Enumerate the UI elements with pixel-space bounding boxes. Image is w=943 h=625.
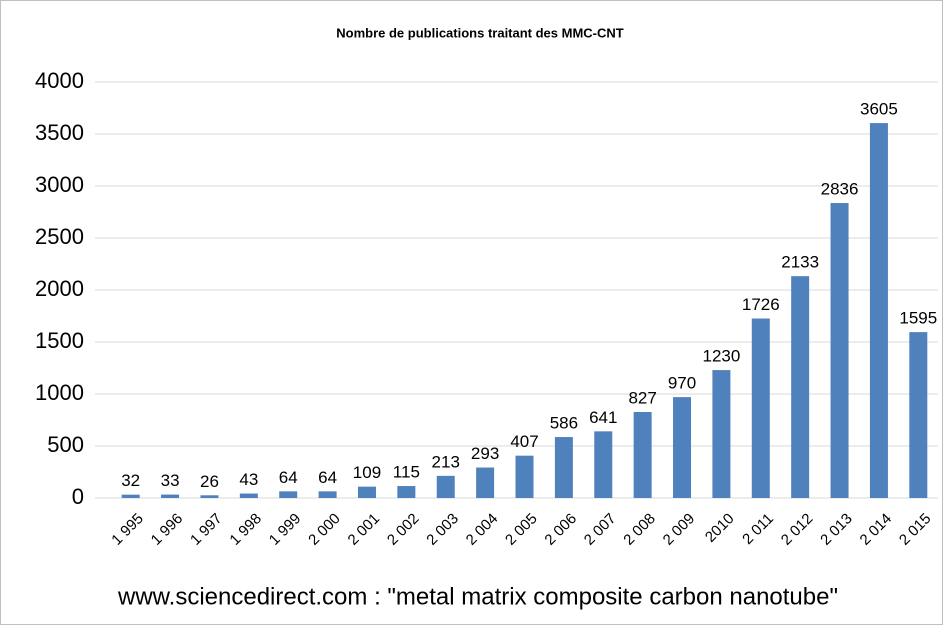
data-label: 64 (318, 468, 337, 487)
data-label: 33 (161, 471, 180, 490)
data-label: 2133 (781, 253, 819, 272)
y-tick-label: 1000 (35, 380, 84, 405)
data-label: 586 (550, 414, 578, 433)
bar (791, 276, 810, 498)
data-label: 26 (200, 472, 219, 491)
bar (515, 455, 534, 498)
bar (633, 411, 652, 498)
data-label: 641 (589, 408, 617, 427)
y-tick-label: 2500 (35, 224, 84, 249)
y-tick-label: 1500 (35, 328, 84, 353)
data-label: 407 (510, 432, 538, 451)
data-label: 827 (628, 388, 656, 407)
y-tick-label: 500 (47, 432, 84, 457)
bar (476, 467, 495, 498)
y-tick-label: 2000 (35, 276, 84, 301)
bar (830, 203, 849, 498)
bar (594, 431, 613, 498)
bar (397, 486, 416, 498)
bar (554, 437, 573, 498)
bar (436, 475, 455, 498)
y-tick-label: 3000 (35, 172, 84, 197)
data-label: 32 (121, 471, 140, 490)
bar (909, 332, 928, 498)
bar (357, 486, 376, 498)
data-label: 64 (279, 468, 298, 487)
bar (751, 318, 770, 498)
bar (200, 495, 219, 498)
data-label: 43 (239, 470, 258, 489)
data-label: 970 (668, 374, 696, 393)
bar (279, 491, 298, 498)
bar (239, 493, 258, 498)
data-label: 115 (393, 463, 420, 482)
data-label: 1595 (899, 309, 937, 328)
data-label: 213 (432, 452, 460, 471)
data-label: 3605 (860, 100, 898, 119)
y-tick-label: 0 (72, 484, 84, 509)
y-tick-label: 4000 (35, 68, 84, 93)
bar (673, 397, 692, 498)
footer-annotation: www.sciencedirect.com : "metal matrix co… (117, 583, 838, 610)
bar (121, 494, 140, 498)
chart-title: Nombre de publications traitant des MMC-… (336, 25, 624, 40)
bar (318, 491, 337, 498)
data-label: 1726 (742, 295, 780, 314)
data-label: 1230 (702, 347, 740, 366)
data-label: 293 (471, 444, 499, 463)
y-tick-label: 3500 (35, 120, 84, 145)
bar (712, 370, 731, 498)
data-label: 109 (353, 463, 381, 482)
bar (869, 123, 888, 498)
bar (161, 494, 180, 498)
data-label: 2836 (821, 180, 859, 199)
